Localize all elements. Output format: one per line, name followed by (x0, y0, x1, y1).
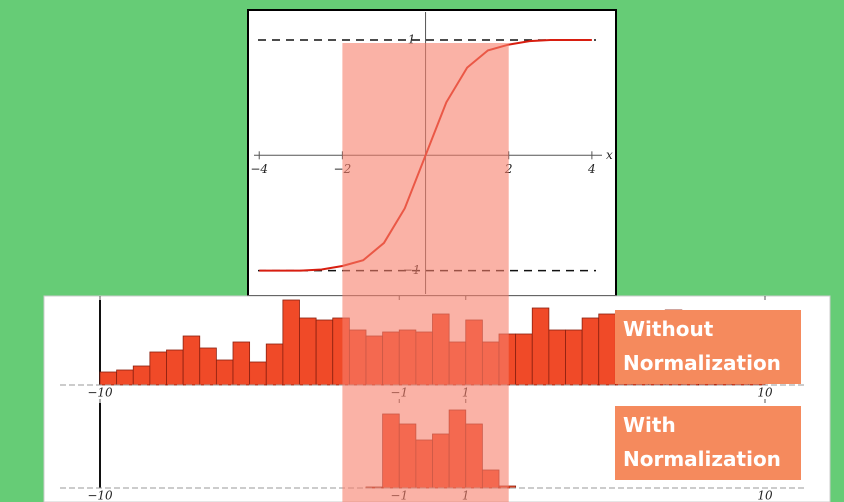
x-tick-label: −10 (87, 489, 113, 502)
annotation: Without Normalization (615, 310, 801, 384)
annotation: With Normalization (615, 406, 801, 480)
bar (565, 329, 583, 386)
x-tick-label: −10 (87, 386, 113, 400)
bar (232, 341, 251, 386)
bar (265, 343, 284, 386)
bar (149, 351, 167, 386)
bar (199, 347, 217, 386)
bar (215, 359, 234, 386)
bar (99, 371, 118, 386)
x-tick-label: 4 (587, 162, 596, 176)
bar (548, 329, 566, 386)
bar (581, 317, 600, 386)
bar (182, 335, 201, 386)
bar (531, 307, 550, 386)
shaded-range (342, 43, 509, 502)
bar (282, 299, 300, 386)
axis-label: x (606, 148, 613, 162)
bar (299, 317, 317, 386)
bar (116, 369, 134, 386)
x-tick-label: 10 (757, 489, 773, 502)
y-tick-label: 1 (408, 32, 416, 46)
bar (315, 319, 334, 386)
x-tick-label: 10 (757, 386, 773, 400)
bar (249, 361, 267, 386)
bar (598, 313, 616, 386)
bar (132, 365, 151, 386)
bar (515, 333, 533, 386)
bar (166, 349, 184, 386)
x-tick-label: −4 (250, 162, 268, 176)
